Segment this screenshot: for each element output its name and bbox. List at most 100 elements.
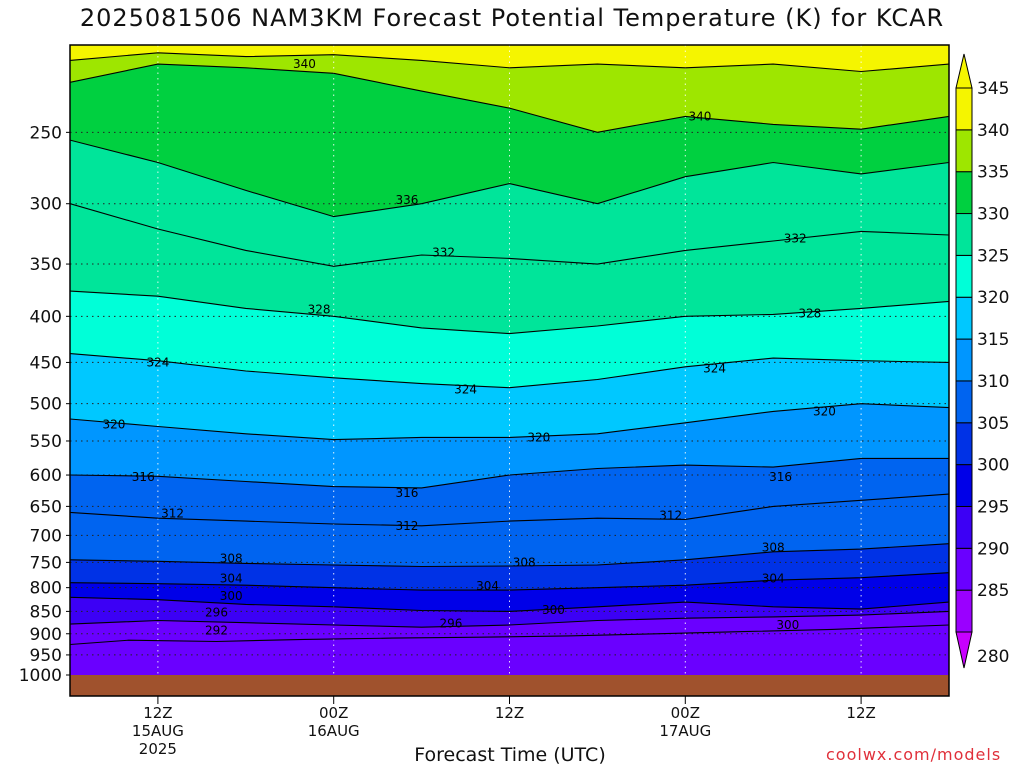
contour-line-344 (70, 52, 949, 73)
contour-label: 316 (395, 486, 418, 500)
contour-line-332 (70, 203, 949, 267)
y-tick-label: 550 (30, 432, 62, 452)
y-tick-label: 1000 (19, 666, 62, 686)
colorbar-segment (955, 380, 973, 424)
contour-label: 312 (395, 519, 418, 533)
contour-label: 308 (513, 555, 536, 569)
x-axis-title: Forecast Time (UTC) (414, 744, 606, 766)
contour-label: 320 (813, 404, 836, 418)
contour-line-292 (70, 624, 949, 646)
contour-label: 296 (439, 617, 462, 631)
colorbar-label: 340 (977, 121, 1009, 141)
contour-line-312 (70, 493, 949, 527)
contour-line-316 (70, 457, 949, 489)
colorbar: 280 285 290 295 300 305 310 315 320 325 330 335 340 3… (955, 53, 1009, 669)
colorbar-segment (955, 589, 973, 633)
colorbar-label: 310 (977, 372, 1009, 392)
y-tick-label: 950 (30, 646, 62, 666)
x-tick-label: 00Z (319, 704, 348, 722)
contour-label: 324 (454, 382, 477, 396)
colorbar-label: 285 (977, 581, 1009, 601)
colorbar-segment (955, 464, 973, 507)
contour-line-300 (70, 596, 949, 612)
contour-line-324 (70, 353, 949, 389)
contour-label: 316 (769, 470, 792, 484)
y-tick-label: 300 (30, 195, 62, 215)
ground-surface (70, 675, 949, 696)
band-344 (70, 45, 949, 72)
contour-line-320 (70, 403, 949, 441)
contour-label: 304 (762, 572, 785, 586)
contour-label: 308 (220, 552, 243, 566)
colorbar-label: 280 (977, 647, 1009, 667)
contour-label: 296 (205, 605, 228, 619)
chart-title: 2025081506 NAM3KM Forecast Potential Tem… (79, 4, 945, 32)
colorbar-label: 345 (977, 79, 1009, 99)
colorbar-label: 295 (977, 497, 1009, 517)
colorbar-segment (955, 87, 973, 131)
band-340 (70, 45, 949, 133)
contour-line-296 (70, 610, 949, 628)
y-tick-label: 450 (30, 353, 62, 373)
y-tick-label: 850 (30, 602, 62, 622)
colorbar-segment (955, 296, 973, 340)
contour-label: 328 (308, 302, 331, 316)
x-tick-label: 16AUG (308, 722, 360, 740)
x-tick-label: 12Z (846, 704, 875, 722)
colorbar-label: 300 (977, 456, 1009, 476)
colorbar-label: 320 (977, 288, 1009, 308)
colorbar-label: 325 (977, 246, 1009, 266)
y-tick-label: 900 (30, 625, 62, 645)
colorbar-segment (955, 254, 973, 298)
contour-label: 320 (102, 417, 125, 431)
credit-link[interactable]: coolwx.com/models (826, 745, 1002, 764)
contour-label: 324 (146, 355, 169, 369)
contour-label: 340 (688, 109, 711, 123)
colorbar-label: 315 (977, 330, 1009, 350)
colorbar-segment (955, 547, 973, 591)
contour-line-336 (70, 139, 949, 218)
contour-label: 316 (132, 470, 155, 484)
y-tick-label: 350 (30, 255, 62, 275)
y-tick-label: 750 (30, 553, 62, 573)
y-tick-label: 650 (30, 497, 62, 517)
contour-line-304 (70, 572, 949, 591)
x-tick-label: 12Z (495, 704, 524, 722)
colorbar-segment (955, 422, 973, 466)
contour-label: 300 (776, 618, 799, 632)
y-tick-label: 250 (30, 123, 62, 143)
colorbar-arrow-top (955, 53, 973, 89)
contour-lines (70, 52, 949, 646)
x-tick-label: 15AUG (132, 722, 184, 740)
contour-label: 304 (476, 579, 499, 593)
colorbar-segment (955, 505, 973, 549)
contour-line-308 (70, 543, 949, 568)
contour-line-328 (70, 290, 949, 335)
x-tick-label: 2025 (139, 740, 177, 758)
y-tick-label: 800 (30, 579, 62, 599)
y-tick-label: 700 (30, 526, 62, 546)
contour-label: 332 (784, 232, 807, 246)
y-tick-label: 400 (30, 307, 62, 327)
colorbar-arrow-bottom (955, 631, 973, 669)
contour-label: 300 (542, 603, 565, 617)
contour-label: 324 (703, 361, 726, 375)
grid-lines (70, 45, 949, 675)
colorbar-segment (955, 171, 973, 215)
colorbar-label: 305 (977, 414, 1009, 434)
contour-label: 312 (659, 508, 682, 522)
colorbar-segment (955, 129, 973, 173)
contour-label: 304 (220, 572, 243, 586)
contour-label: 336 (395, 193, 418, 207)
colorbar-segment (955, 213, 973, 256)
contour-label: 308 (762, 540, 785, 554)
colorbar-segment (955, 338, 973, 382)
x-tick-label: 12Z (143, 704, 172, 722)
colorbar-label: 290 (977, 539, 1009, 559)
contour-label: 340 (293, 57, 316, 71)
contour-label: 312 (161, 507, 184, 521)
y-tick-label: 600 (30, 466, 62, 486)
x-tick-label: 17AUG (659, 722, 711, 740)
